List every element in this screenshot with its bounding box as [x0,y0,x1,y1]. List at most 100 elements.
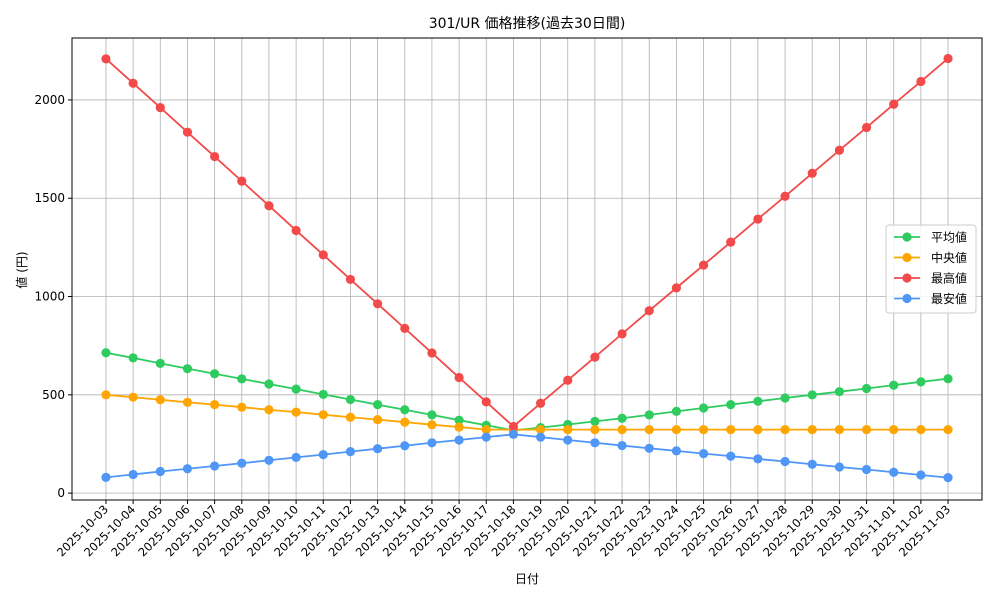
data-point [101,472,111,482]
data-point [644,410,654,420]
chart-title: 301/UR 価格推移(過去30日間) [429,16,626,32]
data-point [834,462,844,472]
data-point [318,250,328,260]
data-point [753,454,763,464]
data-point [400,405,410,415]
y-tick-label: 0 [57,486,65,500]
data-point [427,410,437,420]
data-point [590,416,600,426]
data-point [889,380,899,390]
legend-label: 中央値 [931,250,967,265]
data-point [237,374,247,384]
data-point [372,414,383,425]
data-point [372,444,383,454]
data-point [210,151,220,162]
data-point [182,364,193,374]
data-point [861,122,872,133]
data-point [889,467,899,477]
series-group [101,53,953,483]
data-point [264,455,274,465]
data-point [563,435,573,445]
series-4 [101,429,953,483]
data-point [291,225,301,236]
data-point [318,449,328,460]
data-point [834,387,844,397]
data-point [155,395,165,405]
data-point [834,425,844,435]
legend-item: 中央値 [894,250,967,265]
data-point [726,237,736,247]
series-2 [101,390,953,435]
data-point [535,425,546,435]
data-point [590,425,600,435]
data-point [182,464,193,474]
y-axis-label: 値 (円) [14,251,29,288]
data-point [264,405,274,415]
data-point [101,54,111,64]
data-point [807,168,817,178]
data-point [101,348,111,358]
data-point [807,425,817,435]
data-point [508,429,519,439]
data-point [427,348,437,358]
x-axis-label: 日付 [515,572,539,586]
data-point [128,469,138,480]
data-point [644,425,654,435]
data-point [780,456,790,467]
data-point [726,451,736,461]
data-point [155,358,165,368]
data-point [698,425,709,435]
data-point [590,438,600,448]
data-point [128,78,138,88]
data-point [372,299,383,309]
data-point [291,452,301,462]
data-point [563,425,573,435]
data-point [943,374,953,384]
data-point [481,425,491,435]
data-point [291,407,301,417]
data-point [427,438,437,448]
data-point [916,76,926,87]
data-point [861,425,872,435]
data-point [345,274,356,285]
legend-swatch-marker [902,293,912,304]
data-point [916,377,926,387]
data-point [617,413,627,423]
data-point [535,398,546,408]
data-point [345,412,356,422]
data-point [400,441,410,451]
y-tick-label: 1000 [34,290,65,304]
legend-swatch-marker [902,252,912,263]
data-point [807,459,817,469]
data-point [345,394,356,405]
data-point [889,99,899,109]
y-tick-label: 500 [42,388,65,402]
legend-item: 平均値 [894,230,967,245]
data-point [210,461,220,471]
data-point [698,260,709,270]
data-point [372,400,383,410]
data-point [210,400,220,410]
data-point [780,425,790,435]
data-point [508,421,519,432]
data-point [671,446,682,456]
legend-box [885,224,977,314]
data-point [128,353,138,363]
legend-label: 最安値 [931,291,967,306]
data-point [807,390,817,400]
legend-swatch-marker [902,232,912,242]
data-point [617,329,627,339]
data-point [671,425,682,435]
data-point [291,384,301,394]
data-point [644,443,654,453]
data-point [563,375,573,385]
data-point [237,176,247,186]
data-point [943,472,953,483]
data-point [617,440,627,451]
data-point [400,417,410,427]
data-point [454,372,464,383]
data-point [155,102,165,113]
